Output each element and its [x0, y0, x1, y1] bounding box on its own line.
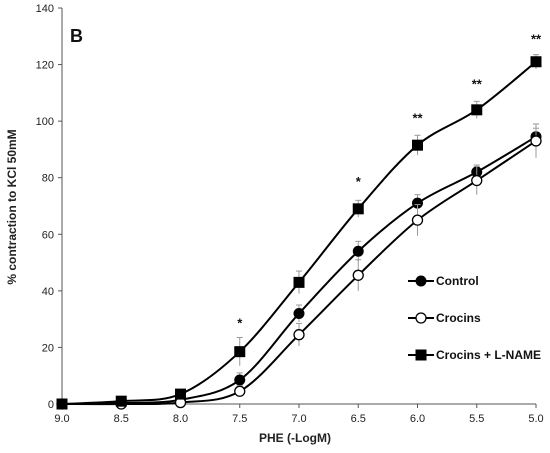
significance-marker: *	[237, 316, 243, 331]
legend-label-crocins: Crocins	[436, 311, 481, 325]
annotation-layer: ********	[237, 31, 542, 330]
panel-label: B	[70, 26, 83, 46]
x-tick-label: 7.0	[291, 413, 306, 425]
data-point-crocins	[530, 135, 542, 147]
y-tick-label: 140	[36, 3, 54, 15]
x-tick-label: 5.0	[528, 413, 543, 425]
tick-labels: 0 20 40 60 80 100 120 140 9.0 8.5 8.0 7.5 7.0 6.5 6.0 5…	[36, 3, 544, 425]
data-point-crocins	[471, 174, 483, 187]
y-tick-label: 120	[36, 60, 54, 72]
legend: Control Crocins Crocins + L-NAME	[408, 274, 541, 362]
y-tick-label: 20	[42, 342, 54, 354]
series-control	[56, 127, 542, 410]
data-point-crocins	[293, 329, 305, 341]
series-line-crocins	[61, 140, 537, 406]
data-point-crocins-l-name	[56, 398, 68, 410]
series-crocins	[56, 123, 542, 410]
data-point-crocins-l-name	[471, 104, 483, 116]
legend-label-control: Control	[436, 274, 479, 288]
x-tick-label: 8.5	[114, 413, 129, 425]
data-point-crocins-l-name	[115, 395, 127, 407]
series-crocins-l-name	[56, 54, 542, 410]
data-point-crocins	[411, 214, 424, 226]
x-tick-label: 7.5	[232, 413, 247, 425]
legend-label-crocins-l-name: Crocins + L-NAME	[436, 348, 541, 362]
legend-marker-control	[415, 275, 427, 287]
data-point-control	[234, 374, 246, 386]
data-point-crocins-l-name	[530, 56, 542, 68]
data-point-crocins-l-name	[352, 203, 364, 215]
significance-marker: **	[531, 31, 542, 46]
data-point-crocins-l-name	[412, 139, 423, 151]
x-tick-label: 9.0	[54, 413, 69, 425]
significance-marker: **	[472, 77, 483, 92]
y-tick-label: 100	[36, 116, 54, 128]
x-tick-label: 6.5	[351, 413, 366, 425]
y-tick-label: 60	[42, 229, 54, 241]
legend-marker-crocins	[415, 312, 427, 324]
data-point-crocins-l-name	[293, 276, 305, 288]
y-tick-label: 40	[42, 286, 54, 298]
data-point-crocins	[352, 269, 364, 281]
y-tick-label: 80	[42, 173, 54, 185]
data-point-crocins-l-name	[234, 346, 246, 358]
legend-marker-crocins-l-name	[415, 349, 427, 361]
x-tick-label: 5.5	[469, 413, 484, 425]
data-point-crocins	[234, 385, 246, 397]
x-tick-label: 8.0	[173, 413, 188, 425]
data-point-control	[293, 307, 305, 319]
significance-marker: **	[412, 111, 423, 126]
data-point-crocins-l-name	[175, 388, 186, 400]
x-axis-title: PHE (-LogM)	[259, 431, 331, 445]
series-line-control	[61, 135, 537, 405]
x-tick-label: 6.0	[410, 413, 425, 425]
series-layer	[56, 54, 542, 410]
data-point-control	[352, 245, 364, 257]
y-tick-label: 0	[48, 399, 54, 411]
significance-marker: *	[356, 174, 362, 189]
y-axis-title: % contraction to KCl 50mM	[5, 129, 19, 284]
